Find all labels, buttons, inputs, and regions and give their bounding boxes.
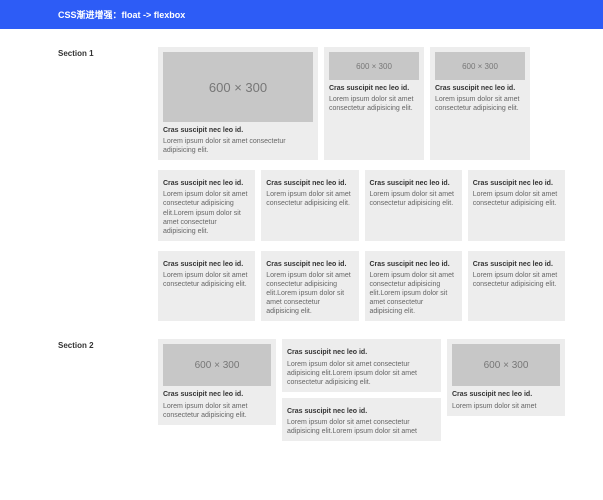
card-body: Lorem ipsum dolor sit amet consectetur a… [473,271,560,289]
card-body: Lorem ipsum dolor sit amet consectetur a… [370,190,457,208]
section-2-row-1: 600 × 300 Cras suscipit nec leo id. Lore… [158,339,565,441]
text-card: Cras suscipit nec leo id. Lorem ipsum do… [282,398,441,441]
card-title: Cras suscipit nec leo id. [163,390,271,399]
card-title: Cras suscipit nec leo id. [266,179,353,188]
card-title: Cras suscipit nec leo id. [163,126,313,135]
card-title: Cras suscipit nec leo id. [163,179,250,188]
card-body: Lorem ipsum dolor sit amet consectetur a… [473,190,560,208]
section-2-body: 600 × 300 Cras suscipit nec leo id. Lore… [158,339,565,451]
text-card: Cras suscipit nec leo id. Lorem ipsum do… [261,251,358,322]
card-body: Lorem ipsum dolor sit amet consectetur a… [163,271,250,289]
text-card: Cras suscipit nec leo id. Lorem ipsum do… [282,339,441,391]
text-card: Cras suscipit nec leo id. Lorem ipsum do… [158,170,255,241]
placeholder-image: 600 × 300 [329,52,419,80]
card-body: Lorem ipsum dolor sit amet consectetur a… [266,190,353,208]
card-title: Cras suscipit nec leo id. [473,179,560,188]
text-card: Cras suscipit nec leo id. Lorem ipsum do… [365,170,462,241]
card-body: Lorem ipsum dolor sit amet consectetur a… [163,137,313,155]
section-1-body: 600 × 300 Cras suscipit nec leo id. Lore… [158,47,565,331]
section-2-label: Section 2 [58,339,158,451]
card-title: Cras suscipit nec leo id. [329,84,419,93]
text-card: Cras suscipit nec leo id. Lorem ipsum do… [365,251,462,322]
text-card: Cras suscipit nec leo id. Lorem ipsum do… [158,251,255,322]
text-card: Cras suscipit nec leo id. Lorem ipsum do… [261,170,358,241]
card-body: Lorem ipsum dolor sit amet consectetur a… [287,418,436,436]
page-title: CSS渐进增强：float -> flexbox [58,10,185,20]
card-title: Cras suscipit nec leo id. [473,260,560,269]
placeholder-image: 600 × 300 [163,344,271,386]
section-2: Section 2 600 × 300 Cras suscipit nec le… [58,339,565,451]
placeholder-image: 600 × 300 [435,52,525,80]
placeholder-image: 600 × 300 [452,344,560,386]
hero-card: 600 × 300 Cras suscipit nec leo id. Lore… [158,47,318,160]
card-body: Lorem ipsum dolor sit amet consectetur a… [329,95,419,113]
card-title: Cras suscipit nec leo id. [287,407,436,416]
card-title: Cras suscipit nec leo id. [370,260,457,269]
page-header: CSS渐进增强：float -> flexbox [0,0,603,29]
section-1-row-1: 600 × 300 Cras suscipit nec leo id. Lore… [158,47,565,160]
page-body: Section 1 600 × 300 Cras suscipit nec le… [0,29,603,471]
placeholder-image: 600 × 300 [163,52,313,122]
card-body: Lorem ipsum dolor sit amet consectetur a… [163,190,250,235]
card-body: Lorem ipsum dolor sit amet consectetur a… [370,271,457,316]
image-card: 600 × 300 Cras suscipit nec leo id. Lore… [447,339,565,415]
card-title: Cras suscipit nec leo id. [163,260,250,269]
text-card: Cras suscipit nec leo id. Lorem ipsum do… [468,251,565,322]
card-title: Cras suscipit nec leo id. [435,84,525,93]
side-card: 600 × 300 Cras suscipit nec leo id. Lore… [430,47,530,160]
card-title: Cras suscipit nec leo id. [452,390,560,399]
card-title: Cras suscipit nec leo id. [266,260,353,269]
side-card: 600 × 300 Cras suscipit nec leo id. Lore… [324,47,424,160]
section-1-row-2: Cras suscipit nec leo id. Lorem ipsum do… [158,170,565,241]
image-card: 600 × 300 Cras suscipit nec leo id. Lore… [158,339,276,424]
text-card: Cras suscipit nec leo id. Lorem ipsum do… [468,170,565,241]
section-1: Section 1 600 × 300 Cras suscipit nec le… [58,47,565,331]
card-body: Lorem ipsum dolor sit amet [452,402,560,411]
card-body: Lorem ipsum dolor sit amet consectetur a… [266,271,353,316]
card-title: Cras suscipit nec leo id. [370,179,457,188]
card-body: Lorem ipsum dolor sit amet consectetur a… [163,402,271,420]
section-1-label: Section 1 [58,47,158,331]
card-body: Lorem ipsum dolor sit amet consectetur a… [287,360,436,387]
card-body: Lorem ipsum dolor sit amet consectetur a… [435,95,525,113]
section-1-row-3: Cras suscipit nec leo id. Lorem ipsum do… [158,251,565,322]
card-title: Cras suscipit nec leo id. [287,348,436,357]
mid-column: Cras suscipit nec leo id. Lorem ipsum do… [282,339,441,441]
